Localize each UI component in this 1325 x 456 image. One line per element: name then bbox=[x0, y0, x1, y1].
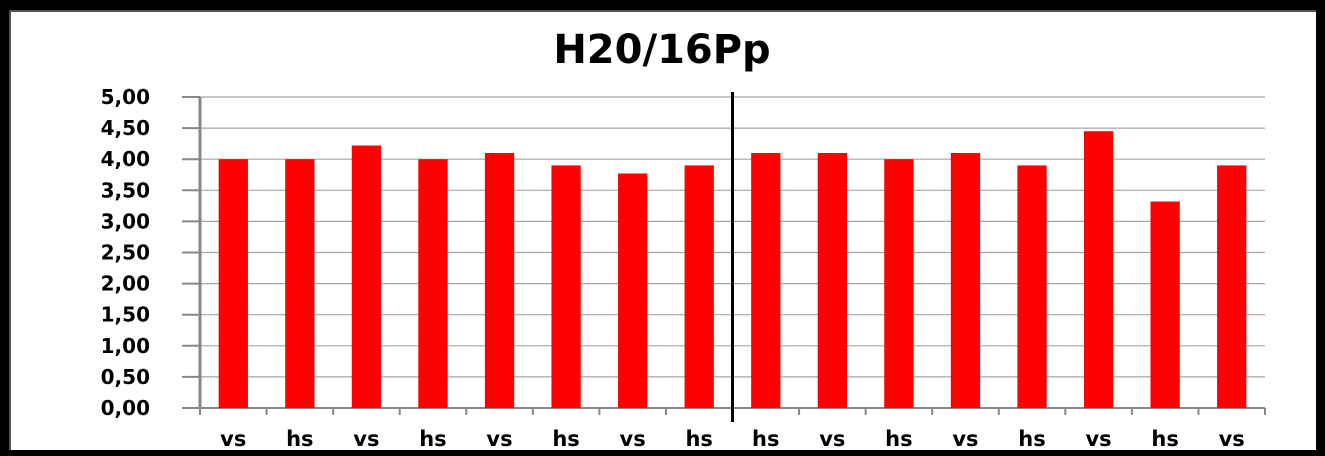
x-category-label: vs bbox=[620, 427, 646, 451]
bar bbox=[817, 152, 847, 408]
x-category-label: vs bbox=[486, 427, 512, 451]
y-tick-label: 1,00 bbox=[101, 334, 150, 358]
x-category-label: hs bbox=[286, 427, 313, 451]
bar bbox=[950, 152, 981, 408]
y-tick-label: 1,50 bbox=[101, 303, 150, 327]
x-category-label: vs bbox=[819, 427, 845, 451]
y-tick-label: 3,00 bbox=[101, 209, 150, 233]
bar bbox=[884, 159, 914, 408]
x-category-label: hs bbox=[1018, 427, 1045, 451]
bar bbox=[751, 152, 781, 408]
y-tick-label: 2,50 bbox=[101, 241, 150, 265]
bar bbox=[285, 159, 315, 408]
x-category-label: hs bbox=[1151, 427, 1178, 451]
bar bbox=[1217, 165, 1247, 408]
y-tick-label: 0,00 bbox=[101, 396, 150, 420]
bars bbox=[218, 131, 1247, 409]
y-tick-label: 0,50 bbox=[101, 365, 150, 389]
x-category-label: vs bbox=[1085, 427, 1111, 451]
y-tick-label: 3,50 bbox=[101, 178, 150, 202]
y-tick-label: 2,00 bbox=[101, 272, 150, 296]
y-tick-label: 5,00 bbox=[101, 85, 150, 109]
y-tick-label: 4,00 bbox=[101, 147, 150, 171]
bar bbox=[684, 165, 714, 408]
x-category-label: hs bbox=[419, 427, 446, 451]
bar bbox=[351, 145, 382, 409]
x-category-label: hs bbox=[552, 427, 579, 451]
x-category-label: hs bbox=[752, 427, 779, 451]
bar bbox=[1083, 131, 1114, 408]
x-category-label: vs bbox=[1219, 427, 1245, 451]
y-tick-label: 4,50 bbox=[101, 116, 150, 140]
x-category-labels: vs hs vs hs vs hs vs hs hs vs hs vs hs vs hs vs bbox=[220, 427, 1245, 451]
x-category-label: hs bbox=[685, 427, 712, 451]
bar bbox=[618, 173, 648, 408]
bar bbox=[551, 165, 581, 408]
y-tick-labels: 0,00 0,50 1,00 1,50 2,00 2,50 3,00 3,50 4,00 4,50… bbox=[101, 85, 150, 420]
bar bbox=[418, 159, 448, 408]
bar bbox=[1017, 165, 1047, 408]
bar bbox=[1150, 201, 1180, 408]
x-category-label: vs bbox=[952, 427, 978, 451]
bar bbox=[484, 152, 515, 408]
bar bbox=[218, 159, 248, 408]
x-category-label: vs bbox=[353, 427, 379, 451]
x-category-label: hs bbox=[885, 427, 912, 451]
chart-title: H20/16Pp bbox=[553, 27, 770, 73]
x-category-label: vs bbox=[220, 427, 246, 451]
